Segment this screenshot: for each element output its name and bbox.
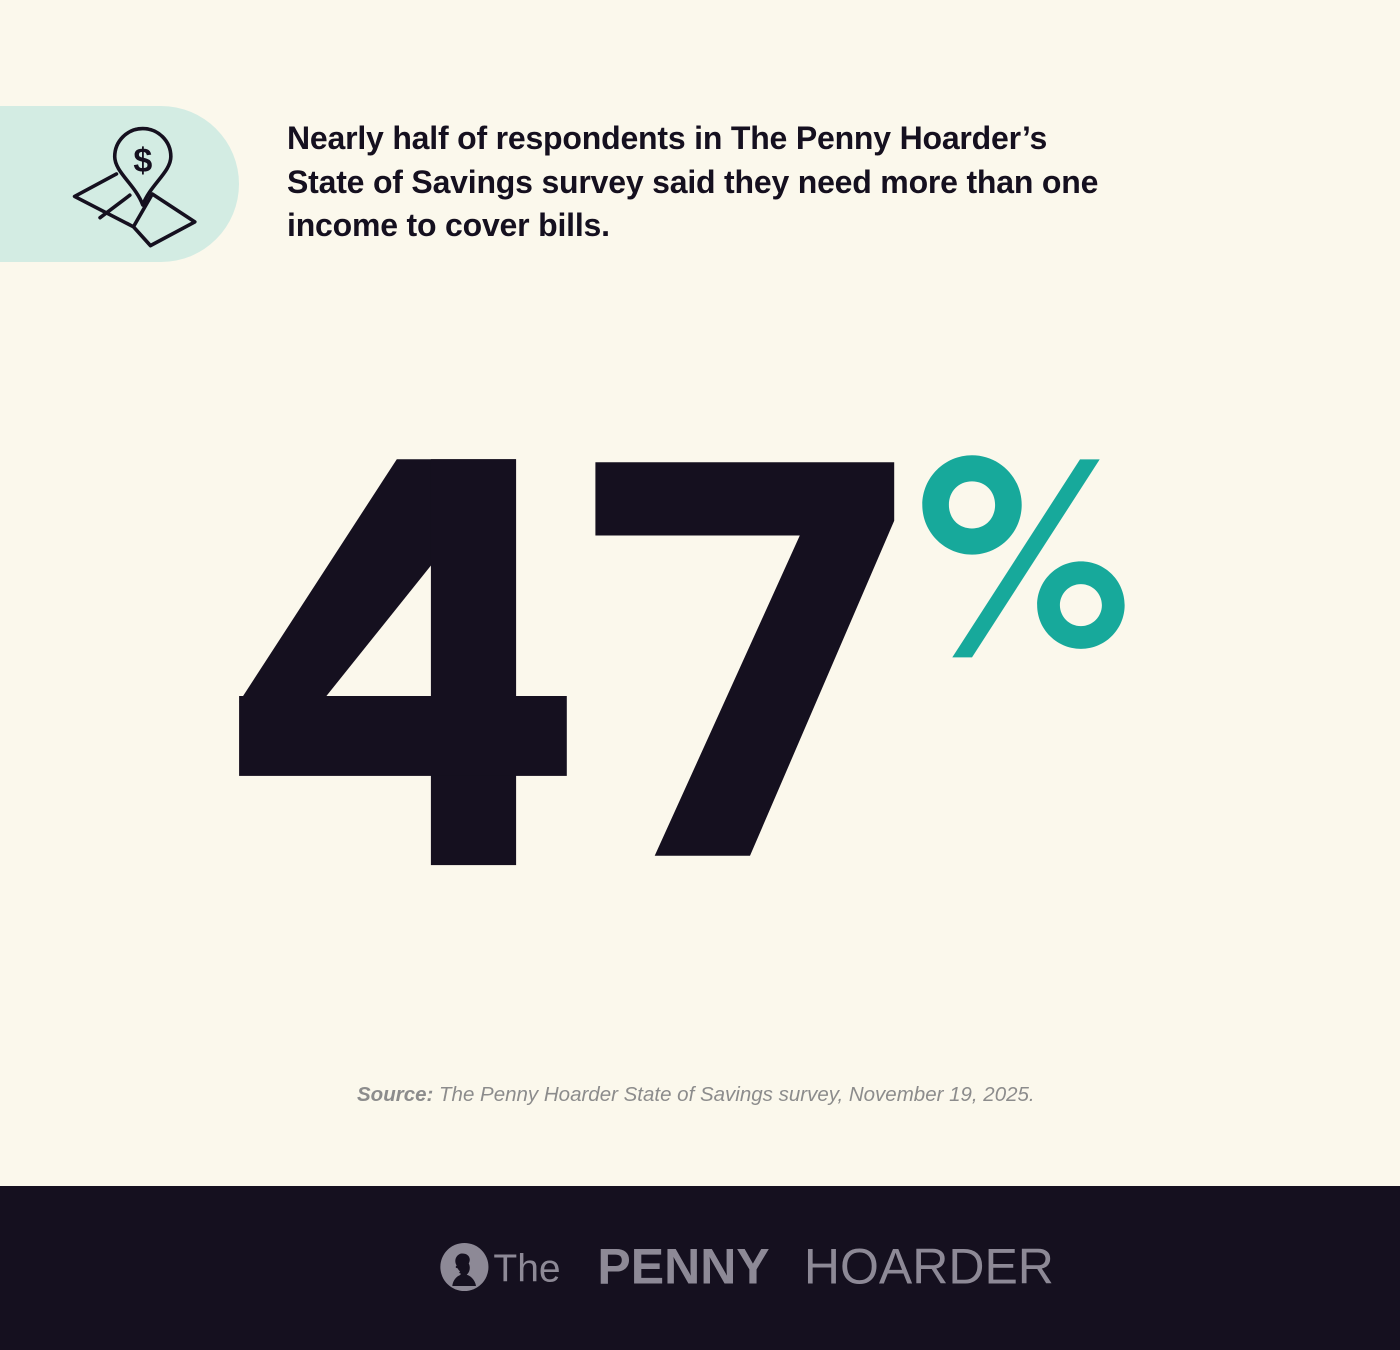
svg-text:HOARDER: HOARDER — [804, 1239, 1054, 1295]
svg-text:The: The — [493, 1248, 560, 1291]
svg-text:PENNY: PENNY — [597, 1239, 769, 1295]
